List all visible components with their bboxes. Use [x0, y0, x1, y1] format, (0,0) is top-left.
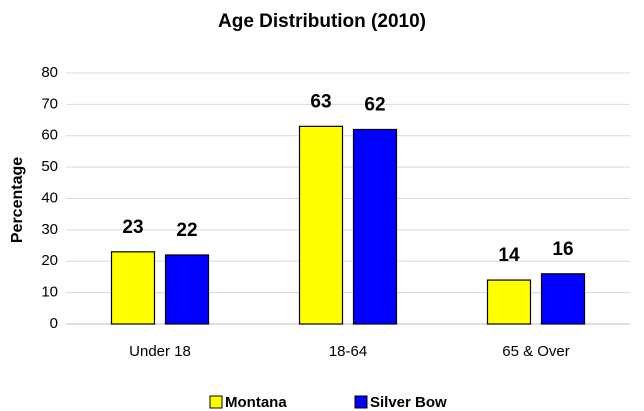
- x-tick-label: 65 & Over: [502, 343, 570, 360]
- y-tick-label: 10: [41, 284, 58, 301]
- bar: [540, 273, 586, 325]
- y-tick-label: 30: [41, 221, 58, 238]
- x-tick-label: 18-64: [329, 343, 367, 360]
- y-tick-label: 70: [41, 95, 58, 112]
- y-tick-label: 50: [41, 158, 58, 175]
- legend-swatch: [209, 395, 223, 409]
- data-label: 63: [310, 91, 331, 112]
- y-tick-label: 0: [50, 315, 58, 332]
- data-label: 23: [122, 217, 143, 238]
- legend-swatch: [354, 395, 368, 409]
- bar: [110, 251, 156, 325]
- legend-label: Silver Bow: [370, 394, 447, 411]
- y-tick-label: 60: [41, 127, 58, 144]
- bar: [352, 128, 398, 325]
- data-label: 62: [364, 94, 385, 115]
- legend-label: Montana: [225, 394, 287, 411]
- bar: [298, 125, 344, 325]
- y-tick-label: 40: [41, 189, 58, 206]
- y-tick-label: 20: [41, 252, 58, 269]
- data-label: 16: [552, 239, 573, 260]
- y-tick-label: 80: [41, 64, 58, 81]
- bar: [164, 254, 210, 325]
- y-axis-label: Percentage: [9, 157, 26, 243]
- bar: [486, 279, 532, 325]
- x-tick-label: Under 18: [129, 343, 191, 360]
- data-label: 22: [176, 220, 197, 241]
- data-label: 14: [498, 245, 520, 266]
- chart-title: Age Distribution (2010): [218, 11, 426, 32]
